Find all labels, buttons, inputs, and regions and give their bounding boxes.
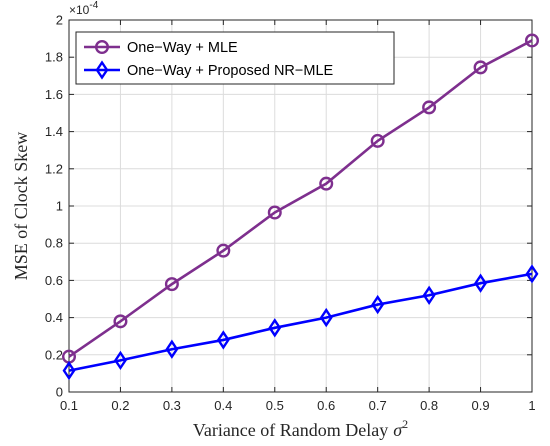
legend-marker (94, 40, 109, 55)
data-point (474, 273, 487, 293)
legend-box (75, 31, 395, 85)
y-tick-label: 0 (56, 385, 63, 400)
y-tick-label: 0.4 (45, 310, 63, 325)
data-point (473, 60, 488, 75)
data-point (164, 277, 179, 292)
series-1 (62, 33, 540, 364)
x-tick-label: 0.4 (214, 398, 232, 413)
data-point (525, 264, 539, 284)
x-axis-label: Variance of Random Delay σ2 (193, 417, 408, 440)
legend-item-1: One−Way + MLE (84, 40, 238, 56)
y-tick-label: 1 (56, 199, 63, 214)
data-point (62, 360, 76, 381)
series-group (62, 33, 540, 381)
data-point (422, 100, 437, 115)
series-line (68, 272, 533, 372)
data-point (216, 243, 231, 258)
x-tick-label: 0.9 (472, 398, 490, 413)
data-point (525, 33, 540, 48)
x-tick-label: 0.3 (163, 398, 181, 413)
x-tick-label: 0.1 (60, 398, 78, 413)
y-tick-label: 0.6 (45, 273, 63, 288)
y-tick-label: 1.8 (45, 50, 63, 65)
series-2 (62, 264, 539, 381)
y-axis-label: MSE of Clock Skew (11, 132, 31, 281)
legend: One−Way + MLE One−Way + Proposed NR−MLE (75, 31, 395, 85)
data-point (319, 176, 334, 191)
x-tick-label: 0.2 (111, 398, 129, 413)
data-point (268, 318, 282, 338)
y-tick-label: 0.8 (45, 236, 63, 251)
data-point (422, 285, 436, 305)
data-point (114, 350, 127, 371)
y-exponent-label: ×10-4 (69, 0, 99, 17)
data-point (370, 133, 385, 148)
y-tick-label: 1.4 (45, 124, 63, 139)
data-point (267, 205, 282, 220)
x-tick-label: 0.6 (317, 398, 335, 413)
data-point (113, 314, 128, 329)
y-tick-label: 1.6 (45, 87, 63, 102)
x-tick-label: 0.8 (420, 398, 438, 413)
y-tick-label: 0.2 (45, 347, 63, 362)
x-tick-label: 0.5 (266, 398, 284, 413)
legend-label: One−Way + Proposed NR−MLE (127, 63, 334, 79)
y-tick-label: 1.2 (45, 161, 63, 176)
x-tick-label: 0.7 (369, 398, 387, 413)
data-point (371, 294, 385, 315)
tick-labels: 0.1 0.2 0.3 0.4 0.5 0.6 0.7 0.8 0.9 1 0 0.2 0.4 0.6 0.… (45, 13, 536, 414)
legend-item-2: One−Way + Proposed NR−MLE (84, 60, 334, 80)
data-point (216, 330, 230, 350)
y-tick-label: 2 (56, 13, 63, 28)
legend-label: One−Way + MLE (127, 40, 238, 56)
data-point (319, 307, 333, 328)
data-point (165, 339, 179, 359)
x-tick-label: 1 (528, 398, 535, 413)
legend-marker (95, 60, 109, 80)
series-line (68, 39, 533, 358)
